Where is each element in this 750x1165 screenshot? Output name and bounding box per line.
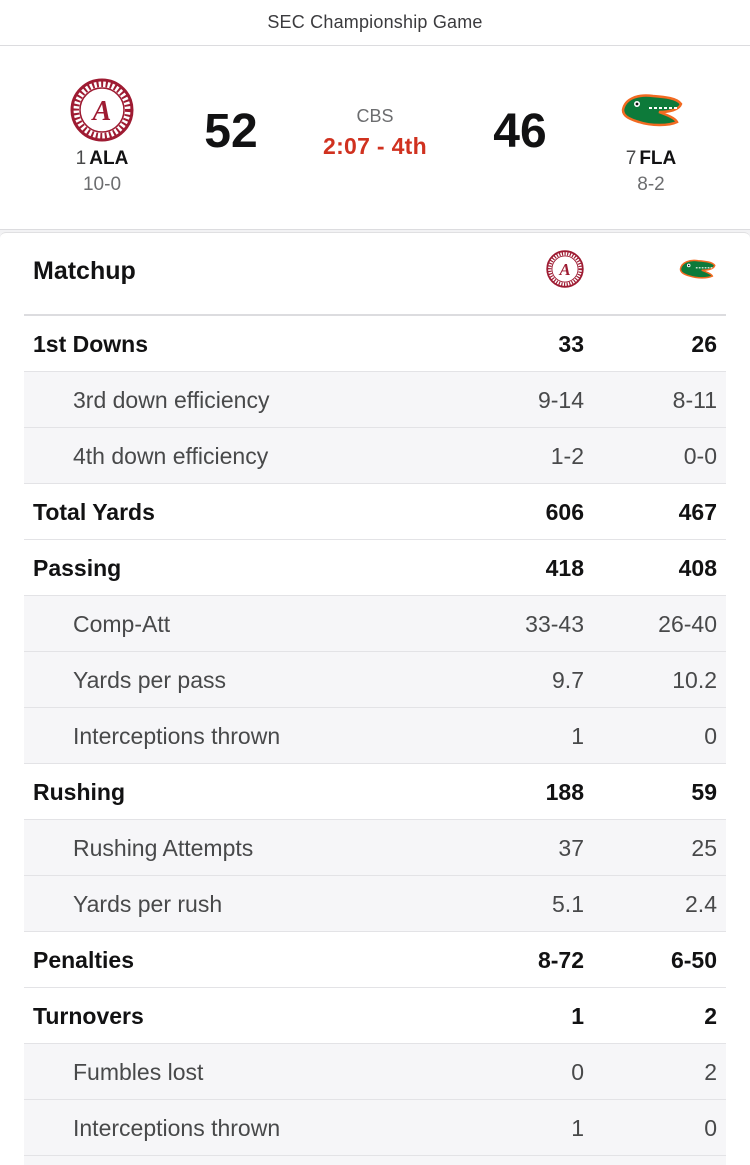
stat-away-value: 1-2 bbox=[550, 443, 584, 469]
stat-label: Yards per pass bbox=[73, 667, 226, 693]
stat-away-value: 33 bbox=[558, 331, 584, 357]
stat-away-value: 1 bbox=[571, 723, 584, 749]
stat-home-value: 2 bbox=[704, 1059, 717, 1085]
stat-row: Rushing 188 59 bbox=[24, 764, 726, 820]
stat-row: Fumbles lost 0 2 bbox=[24, 1044, 726, 1100]
stat-label: 4th down efficiency bbox=[73, 443, 269, 469]
stat-label: Passing bbox=[33, 555, 122, 581]
florida-gator-logo-icon bbox=[591, 78, 711, 142]
stat-away-value: 606 bbox=[545, 499, 584, 525]
stat-home-value: 0 bbox=[704, 1115, 717, 1141]
stat-home-value: 25 bbox=[691, 835, 717, 861]
stats-list: 1st Downs 33 26 3rd down efficiency 9-14 8-11… bbox=[24, 316, 726, 1165]
stat-away-value: 9.7 bbox=[552, 667, 584, 693]
home-record: 8-2 bbox=[637, 174, 665, 195]
stat-away-value: 8-72 bbox=[537, 947, 584, 973]
away-rank: 1 bbox=[75, 148, 87, 169]
stat-row: Interceptions thrown 1 0 bbox=[24, 708, 726, 764]
home-team[interactable]: 7 FLA 8-2 bbox=[591, 78, 711, 196]
stat-home-value bbox=[597, 1156, 717, 1165]
top-bar: SEC Championship Game bbox=[0, 0, 750, 46]
stat-home-value: 26-40 bbox=[658, 611, 717, 637]
away-abbr: ALA bbox=[89, 148, 129, 169]
alabama-logo-icon: A bbox=[42, 78, 162, 142]
stat-row: Turnovers 1 2 bbox=[24, 988, 726, 1044]
stat-label: Penalties bbox=[33, 947, 134, 973]
stat-home-value: 467 bbox=[678, 499, 717, 525]
stat-label: 3rd down efficiency bbox=[73, 387, 270, 413]
alabama-logo-icon: A bbox=[543, 249, 587, 289]
stat-label: Fumbles lost bbox=[73, 1059, 204, 1085]
stat-label: Total Yards bbox=[33, 499, 155, 525]
away-team[interactable]: A 1 ALA 10-0 bbox=[42, 78, 162, 196]
home-rank: 7 bbox=[625, 148, 637, 169]
stat-row: Total Yards 606 467 bbox=[24, 484, 726, 540]
stat-label: 1st Downs bbox=[33, 331, 149, 357]
home-team-name: 7 FLA bbox=[591, 148, 711, 170]
stat-row: Interceptions thrown 1 0 bbox=[24, 1100, 726, 1156]
stat-label: Yards per rush bbox=[73, 891, 223, 917]
stat-row bbox=[24, 1156, 726, 1165]
stat-row: Comp-Att 33-43 26-40 bbox=[24, 596, 726, 652]
stat-home-value: 408 bbox=[678, 555, 717, 581]
game-clock: 2:07 - 4th bbox=[323, 133, 427, 159]
stat-away-value: 5.1 bbox=[552, 891, 584, 917]
stat-row: Yards per rush 5.1 2.4 bbox=[24, 876, 726, 932]
stat-home-value: 2 bbox=[704, 1003, 717, 1029]
stat-home-value: 8-11 bbox=[672, 387, 717, 413]
stat-away-value bbox=[464, 1156, 584, 1165]
stat-away-value: 33-43 bbox=[525, 611, 584, 637]
stat-away-value: 0 bbox=[571, 1059, 584, 1085]
scoreboard: A 1 ALA 10-0 52 CBS 2:07 - 4th 46 7 FLA 8-… bbox=[0, 46, 750, 230]
matchup-header: Matchup A bbox=[24, 233, 726, 316]
stat-row: 3rd down efficiency 9-14 8-11 bbox=[24, 372, 726, 428]
stat-away-value: 1 bbox=[571, 1115, 584, 1141]
svg-text:A: A bbox=[558, 260, 570, 279]
stat-row: Passing 418 408 bbox=[24, 540, 726, 596]
stat-row: Yards per pass 9.7 10.2 bbox=[24, 652, 726, 708]
stat-home-value: 0 bbox=[704, 723, 717, 749]
stat-away-value: 188 bbox=[545, 779, 584, 805]
stat-home-value: 6-50 bbox=[670, 947, 717, 973]
stat-away-value: 418 bbox=[545, 555, 584, 581]
stat-home-value: 0-0 bbox=[683, 443, 717, 469]
away-team-name: 1 ALA bbox=[42, 148, 162, 170]
stat-away-value: 37 bbox=[558, 835, 584, 861]
matchup-title: Matchup bbox=[33, 257, 136, 285]
page-title: SEC Championship Game bbox=[267, 12, 483, 32]
stat-row: Rushing Attempts 37 25 bbox=[24, 820, 726, 876]
florida-gator-logo-icon bbox=[675, 249, 719, 289]
stat-row: 1st Downs 33 26 bbox=[24, 316, 726, 372]
tv-network: CBS bbox=[356, 106, 394, 126]
game-status: CBS 2:07 - 4th bbox=[275, 106, 475, 160]
stat-away-value: 1 bbox=[571, 1003, 584, 1029]
stat-row: 4th down efficiency 1-2 0-0 bbox=[24, 428, 726, 484]
away-score: 52 bbox=[204, 105, 258, 158]
stat-home-value: 26 bbox=[691, 331, 717, 357]
stat-label: Turnovers bbox=[33, 1003, 144, 1029]
stat-home-value: 10.2 bbox=[672, 667, 717, 693]
away-record: 10-0 bbox=[82, 174, 122, 195]
svg-text:A: A bbox=[91, 96, 112, 127]
stat-label: Rushing bbox=[33, 779, 125, 805]
stat-row: Penalties 8-72 6-50 bbox=[24, 932, 726, 988]
matchup-card: Matchup A 1st Downs 33 26 3rd down efficien… bbox=[0, 232, 750, 1165]
stat-home-value: 2.4 bbox=[685, 891, 717, 917]
stat-away-value: 9-14 bbox=[537, 387, 584, 413]
stat-label: Interceptions thrown bbox=[73, 1115, 281, 1141]
stat-label: Rushing Attempts bbox=[73, 835, 254, 861]
home-abbr: FLA bbox=[639, 148, 677, 169]
home-score: 46 bbox=[493, 105, 547, 158]
stat-label: Comp-Att bbox=[73, 611, 171, 637]
stat-home-value: 59 bbox=[691, 779, 717, 805]
stat-label: Interceptions thrown bbox=[73, 723, 281, 749]
